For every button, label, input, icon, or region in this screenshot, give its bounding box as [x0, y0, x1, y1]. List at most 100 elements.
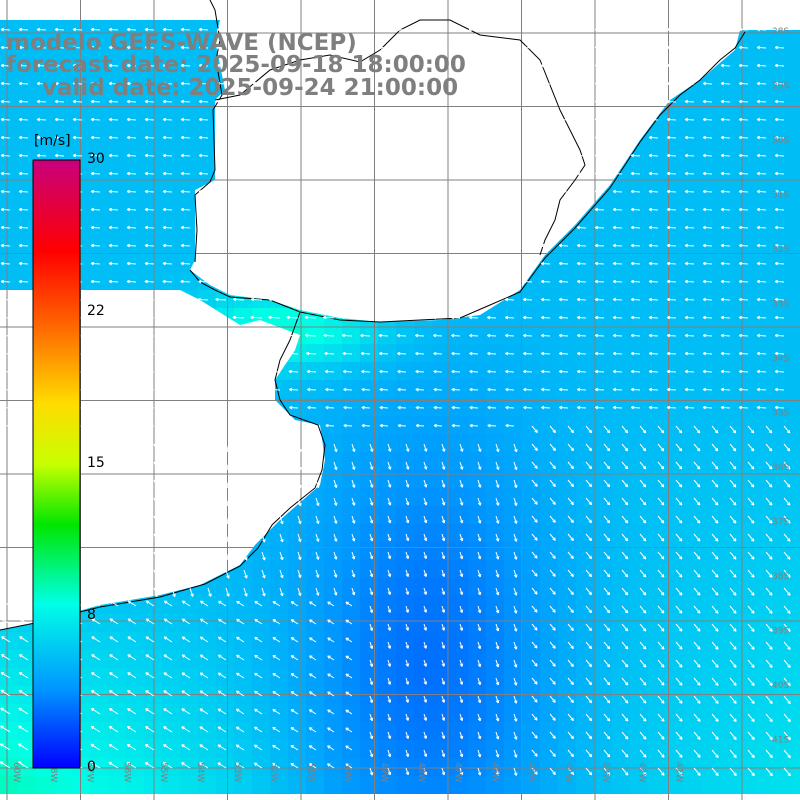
wind-cell	[432, 776, 450, 794]
wind-cell	[486, 650, 504, 668]
wind-cell	[486, 344, 504, 362]
wind-cell	[792, 164, 800, 182]
wind-cell	[270, 524, 288, 542]
wind-cell	[396, 362, 414, 380]
wind-cell	[630, 308, 648, 326]
wind-cell	[594, 398, 612, 416]
wind-cell	[36, 38, 54, 56]
wind-cell	[378, 542, 396, 560]
wind-cell	[342, 434, 360, 452]
wind-cell	[630, 182, 648, 200]
wind-cell	[774, 38, 792, 56]
wind-cell	[414, 452, 432, 470]
wind-cell	[414, 524, 432, 542]
wind-cell	[360, 434, 378, 452]
wind-cell	[396, 398, 414, 416]
wind-cell	[126, 182, 144, 200]
wind-cell	[468, 542, 486, 560]
wind-cell	[108, 164, 126, 182]
wind-cell	[486, 596, 504, 614]
wind-cell	[414, 416, 432, 434]
wind-cell	[792, 758, 800, 776]
wind-cell	[414, 380, 432, 398]
wind-cell	[414, 488, 432, 506]
wind-cell	[324, 470, 342, 488]
wind-cell	[270, 776, 288, 794]
wind-cell	[720, 236, 738, 254]
wind-cell	[756, 146, 774, 164]
wind-cell	[756, 398, 774, 416]
wind-cell	[378, 326, 396, 344]
wind-cell	[774, 92, 792, 110]
wind-cell	[468, 380, 486, 398]
wind-cell	[504, 632, 522, 650]
wind-cell	[612, 200, 630, 218]
wind-cell	[378, 560, 396, 578]
wind-cell	[684, 776, 702, 794]
wind-cell	[54, 776, 72, 794]
wind-cell	[504, 344, 522, 362]
wind-cell	[468, 488, 486, 506]
wind-vectors	[0, 27, 791, 777]
wind-cell	[702, 164, 720, 182]
wind-cell	[324, 398, 342, 416]
wind-cell	[306, 776, 324, 794]
wind-cell	[90, 56, 108, 74]
wind-cell	[144, 182, 162, 200]
wind-cell	[702, 218, 720, 236]
wind-cell	[648, 254, 666, 272]
wind-cell	[612, 236, 630, 254]
wind-cell	[774, 776, 792, 794]
wind-cell	[414, 614, 432, 632]
wind-cell	[666, 326, 684, 344]
wind-cell	[702, 362, 720, 380]
wind-cell	[684, 254, 702, 272]
wind-cell	[468, 452, 486, 470]
wind-cell	[648, 344, 666, 362]
wind-cell	[774, 236, 792, 254]
wind-cell	[288, 578, 306, 596]
wind-cell	[396, 524, 414, 542]
wind-cell	[90, 146, 108, 164]
wind-cell	[18, 74, 36, 92]
wind-cell	[360, 560, 378, 578]
wind-cell	[126, 776, 144, 794]
wind-cell	[18, 218, 36, 236]
wind-cell	[648, 290, 666, 308]
wind-cell	[126, 146, 144, 164]
wind-cell	[180, 164, 198, 182]
wind-cell	[666, 380, 684, 398]
wind-cell	[468, 614, 486, 632]
wind-cell	[558, 308, 576, 326]
wind-cell	[756, 272, 774, 290]
wind-cell	[630, 398, 648, 416]
wind-cell	[270, 542, 288, 560]
wind-cell	[792, 362, 800, 380]
wind-cell	[396, 722, 414, 740]
wind-cell	[0, 272, 18, 290]
wind-cell	[90, 254, 108, 272]
wind-cell	[774, 362, 792, 380]
wind-cell	[432, 344, 450, 362]
wind-cell	[360, 524, 378, 542]
wind-cell	[90, 38, 108, 56]
wind-cell	[594, 380, 612, 398]
wind-cell	[432, 524, 450, 542]
wind-cell	[648, 308, 666, 326]
wind-cell	[342, 416, 360, 434]
wind-cell	[702, 74, 720, 92]
wind-cell	[468, 524, 486, 542]
wind-cell	[792, 344, 800, 362]
wind-cell	[630, 776, 648, 794]
wind-cell	[774, 380, 792, 398]
wind-cell	[180, 128, 198, 146]
wind-cell	[792, 38, 800, 56]
wind-cell	[486, 488, 504, 506]
wind-cell	[792, 452, 800, 470]
wind-cell	[666, 164, 684, 182]
wind-cell	[504, 578, 522, 596]
wind-cell	[252, 542, 270, 560]
wind-cell	[450, 524, 468, 542]
